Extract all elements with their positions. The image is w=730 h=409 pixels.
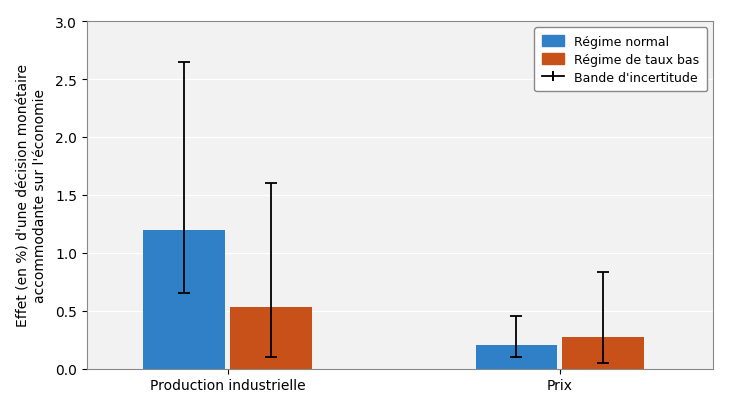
Y-axis label: Effet (en %) d'une décision monétaire
accommodante sur l'économie: Effet (en %) d'une décision monétaire ac… [17, 64, 47, 327]
Bar [563, 337, 645, 369]
Bar [230, 307, 312, 369]
Bar [475, 346, 558, 369]
Legend: Régime normal, Régime de taux bas, Bande d'incertitude: Régime normal, Régime de taux bas, Bande… [534, 28, 707, 92]
Bar [143, 230, 225, 369]
